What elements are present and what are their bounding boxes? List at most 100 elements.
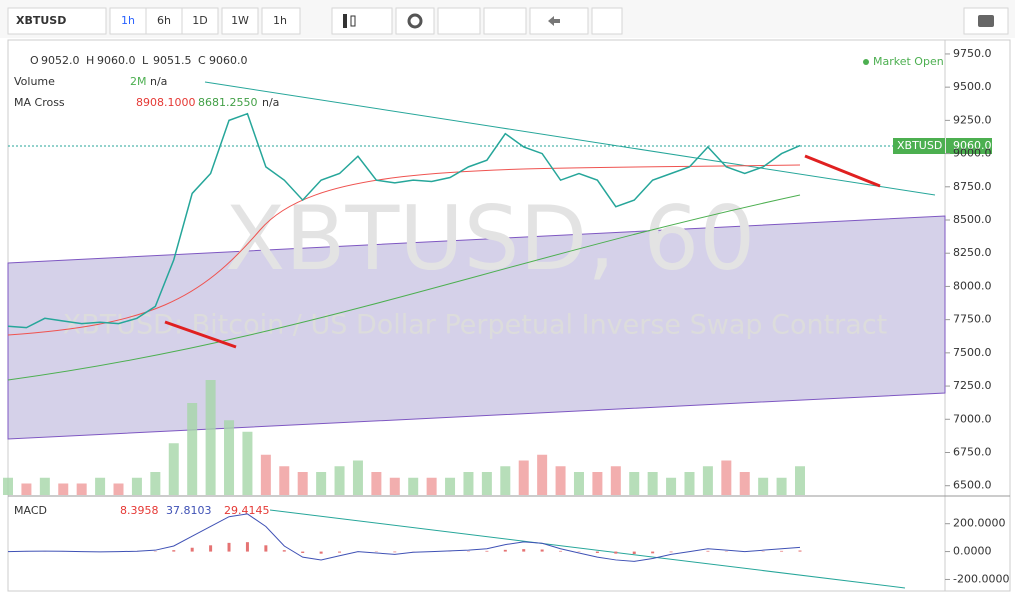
interval-button[interactable] (109, 7, 147, 35)
ohlc-key: H (86, 54, 94, 67)
volume-bar (389, 477, 400, 495)
volume-bar (408, 477, 419, 495)
status: Market Open (873, 55, 944, 68)
watermark-sub: XBTUSD: Bitcoin / US Dollar Perpetual In… (63, 310, 888, 341)
volume-bar (3, 477, 13, 495)
volume-bar (684, 472, 695, 495)
volume-bar (573, 472, 584, 495)
trendline (269, 509, 906, 589)
volume-bar (739, 472, 750, 495)
y-tick-label: 9750.0 (953, 47, 992, 60)
fullscreen[interactable] (591, 7, 623, 35)
trendline (204, 81, 936, 196)
macd-tick-label: -200.0000 (953, 572, 1009, 585)
channel (7, 215, 946, 440)
ohlc-value: 9060.0 (97, 54, 136, 67)
y-tick-label: 7750.0 (953, 313, 992, 326)
interval-button[interactable] (221, 7, 259, 35)
icon (407, 13, 423, 29)
y-tick-label: 8500.0 (953, 213, 992, 226)
volume-bar (39, 477, 50, 495)
volume-bar (758, 477, 769, 495)
volume-bar (260, 454, 271, 495)
volume-bar (555, 466, 566, 495)
ma-fast-val: 8908.1000 (136, 96, 196, 109)
volume-bar (279, 466, 290, 495)
y-tick-label: 9000.0 (953, 147, 992, 160)
arrow (804, 154, 881, 188)
y-tick-label: 8750.0 (953, 180, 992, 193)
volume-bar (352, 460, 363, 495)
settings[interactable] (395, 7, 435, 35)
volume-bar (647, 472, 658, 495)
volume-bar (721, 460, 732, 495)
volume-bar (371, 472, 382, 495)
volume-bar (242, 431, 253, 495)
symbol: XBTUSD (16, 14, 66, 27)
price-line (7, 112, 801, 329)
ma-extra: n/a (262, 96, 279, 109)
volume-bar (666, 477, 677, 495)
interval-label: 1h (273, 14, 287, 27)
ohlc-key: C (198, 54, 206, 67)
volume-bar (95, 477, 106, 495)
indicators[interactable] (437, 7, 481, 35)
volume-bar (21, 483, 32, 495)
interval-button[interactable] (181, 7, 219, 35)
ohlc-value: 9052.0 (41, 54, 80, 67)
volume (3, 380, 805, 495)
arrow (164, 320, 237, 349)
volume-bar (316, 472, 327, 495)
interval-label: 1W (231, 14, 249, 27)
macd-line (7, 513, 801, 562)
volume-bar (426, 477, 437, 495)
volume-bar (463, 472, 474, 495)
volume-bar (150, 472, 161, 495)
volume-bar (610, 466, 621, 495)
interval-label: 1D (192, 14, 207, 27)
symbol-box[interactable] (7, 7, 107, 35)
macd-name: MACD (14, 504, 47, 517)
interval-button[interactable] (261, 7, 301, 35)
vol-value: 2M (130, 75, 147, 88)
macd-v: 29.4145 (224, 504, 270, 517)
tag-price: 9060.0 (953, 139, 992, 152)
volume-bar (113, 483, 124, 495)
y-tick-label: 7000.0 (953, 412, 992, 425)
volume-bar (168, 443, 179, 495)
ohlc-value: 9060.0 (209, 54, 248, 67)
tag (893, 138, 945, 154)
y-tick-label: 6750.0 (953, 445, 992, 458)
icon (343, 14, 347, 28)
ma-slow (7, 194, 801, 381)
macd-tick-label: 0.0000 (953, 545, 992, 558)
volume-bar (205, 380, 216, 495)
compare[interactable] (483, 7, 527, 35)
ohlc-value: 9051.5 (153, 54, 192, 67)
volume-bar (76, 483, 87, 495)
interval-button[interactable] (145, 7, 183, 35)
volume-bar (500, 466, 511, 495)
volume-bar (445, 477, 456, 495)
macd-v: 37.8103 (166, 504, 212, 517)
y-tick-label: 9250.0 (953, 113, 992, 126)
watermark: XBTUSD, 60 (225, 187, 755, 290)
macd-v: 8.3958 (120, 504, 159, 517)
volume-bar (702, 466, 713, 495)
snapshot[interactable] (963, 7, 1009, 35)
volume-bar (776, 477, 787, 495)
candle-style[interactable] (331, 7, 393, 35)
vol-name: Volume (14, 75, 55, 88)
volume-bar (592, 472, 603, 495)
ohlc-key: L (142, 54, 149, 67)
volume-bar (131, 477, 142, 495)
icon (350, 15, 356, 27)
volume-bar (518, 460, 529, 495)
volume-bar (795, 466, 805, 495)
volume-bar (481, 472, 492, 495)
ohlc-key: O (30, 54, 39, 67)
ma-name: MA Cross (14, 96, 65, 109)
volume-bar (334, 466, 345, 495)
volume-bar (224, 420, 235, 495)
